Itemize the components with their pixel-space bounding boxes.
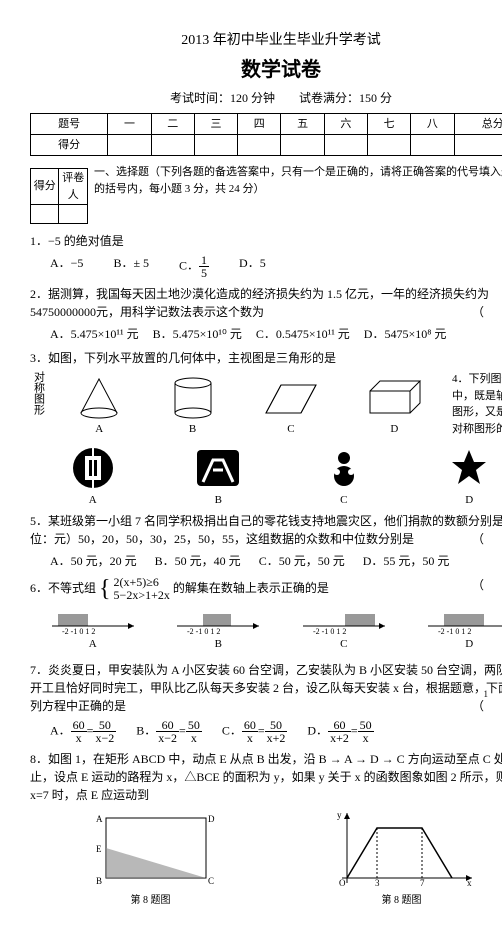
- q8-graphs: A D E B C 第 8 题图 O 3 7 x y 第 8 题图: [30, 808, 502, 908]
- numline-b: -2 -1 0 1 2 B: [173, 606, 263, 653]
- score-h3: 三: [194, 114, 237, 135]
- score-table: 题号 一 二 三 四 五 六 七 八 总分 得分: [30, 113, 502, 156]
- svg-text:3: 3: [375, 878, 380, 888]
- q5-d: D．55 元，50 元: [363, 552, 450, 570]
- svg-text:A: A: [96, 814, 103, 824]
- section1-instr: 一、选择题（下列各题的备选答案中，只有一个是正确的，请将正确答案的代号填入题后的…: [94, 164, 502, 197]
- numline-d: -2 -1 0 1 2 D: [424, 606, 502, 653]
- svg-text:-2 -1 0 1 2: -2 -1 0 1 2: [62, 627, 95, 634]
- title-year: 2013 年初中毕业生毕业升学考试: [30, 30, 502, 51]
- q3-shapes: A B C D: [53, 375, 447, 438]
- svg-text:O: O: [339, 878, 346, 888]
- q4-stem: 4．下列图形中，既是轴对称图形，又是中心对称图形的是: [452, 371, 502, 437]
- q1-c: C．15: [179, 254, 209, 279]
- q7-a: A．60x=50x−2: [50, 719, 116, 744]
- q6-stem: 6．不等式组 { 2(x+5)≥6 5−2x>1+2x 的解集在数轴上表示正确的…: [30, 576, 502, 602]
- q5-c: C．50 元，50 元: [259, 552, 345, 570]
- score-h4: 四: [238, 114, 281, 135]
- q2-opts: A．5.475×10¹¹ 元 B．5.475×10¹⁰ 元 C．0.5475×1…: [50, 325, 502, 343]
- q2-a: A．5.475×10¹¹ 元: [50, 325, 139, 343]
- shape-cone: A: [74, 375, 124, 438]
- logo-b: B: [193, 446, 243, 509]
- svg-text:y: y: [337, 810, 342, 820]
- score-h2: 二: [151, 114, 194, 135]
- svg-text:E: E: [96, 844, 102, 854]
- mini-table: 得分评卷人: [30, 168, 88, 224]
- logo-d: D: [444, 446, 494, 509]
- page-number: 1: [484, 688, 489, 702]
- mini-c1: 得分: [31, 169, 59, 205]
- q7-opts: A．60x=50x−2 B．60x−2=50x C．60x=50x+2 D．60…: [50, 719, 502, 744]
- q1-stem: 1．−5 的绝对值是: [30, 232, 502, 250]
- q5-stem: 5．某班级第一小组 7 名同学积极捐出自己的零花钱支持地震灾区，他们捐款的数额分…: [30, 512, 502, 548]
- score-r0: 得分: [31, 135, 108, 156]
- title-main: 数学试卷: [30, 55, 502, 85]
- q7-b: B．60x−2=50x: [136, 719, 202, 744]
- q2-c: C．0.5475×10¹¹ 元: [256, 325, 350, 343]
- score-h5: 五: [281, 114, 324, 135]
- score-h6: 六: [324, 114, 367, 135]
- q8-fig2: O 3 7 x y 第 8 题图: [327, 808, 477, 908]
- q2-b: B．5.475×10¹⁰ 元: [153, 325, 242, 343]
- score-h8: 八: [411, 114, 454, 135]
- q5-opts: A．50 元，20 元 B．50 元，40 元 C．50 元，50 元 D．55…: [50, 552, 502, 570]
- q7-stem: 7．炎炎夏日，甲安装队为 A 小区安装 60 台空调，乙安装队为 B 小区安装 …: [30, 661, 502, 715]
- score-h9: 总分: [454, 114, 502, 135]
- svg-text:x: x: [467, 878, 472, 888]
- score-h1: 一: [108, 114, 151, 135]
- q8-fig1: A D E B C 第 8 题图: [86, 808, 216, 908]
- shape-cylinder: B: [168, 375, 218, 438]
- svg-text:C: C: [208, 876, 214, 886]
- logo-a: A: [68, 446, 118, 509]
- subtitle: 考试时间：120 分钟 试卷满分：150 分: [30, 89, 502, 107]
- q1-a: A．−5: [50, 254, 83, 279]
- svg-text:7: 7: [420, 878, 425, 888]
- shape-cuboid: D: [364, 375, 424, 438]
- svg-text:D: D: [208, 814, 215, 824]
- logo-c: C: [319, 446, 369, 509]
- q8-stem: 8．如图 1，在矩形 ABCD 中，动点 E 从点 B 出发，沿 B → A →…: [30, 750, 502, 804]
- svg-text:-2 -1 0 1 2: -2 -1 0 1 2: [438, 627, 471, 634]
- numline-c: -2 -1 0 1 2 C: [299, 606, 389, 653]
- numline-a: -2 -1 0 1 2 A: [48, 606, 138, 653]
- q2-stem: 2．据测算，我国每天因土地沙漠化造成的经济损失约为 1.5 亿元，一年的经济损失…: [30, 285, 502, 321]
- q6-numlines: -2 -1 0 1 2 A -2 -1 0 1 2 B -2 -1 0 1 2 …: [30, 606, 502, 653]
- svg-text:-2 -1 0 1 2: -2 -1 0 1 2: [313, 627, 346, 634]
- q3-stem: 3．如图，下列水平放置的几何体中，主视图是三角形的是: [30, 349, 502, 367]
- score-h0: 题号: [31, 114, 108, 135]
- q7-d: D．60x+2=50x: [307, 719, 373, 744]
- q2-d: D．5475×10⁸ 元: [364, 325, 447, 343]
- q5-a: A．50 元，20 元: [50, 552, 137, 570]
- q4-logos: A B C D: [30, 446, 502, 509]
- q1-opts: A．−5 B．± 5 C．15 D．5: [50, 254, 502, 279]
- q7-c: C．60x=50x+2: [222, 719, 288, 744]
- score-h7: 七: [368, 114, 411, 135]
- mini-c2: 评卷人: [59, 169, 88, 205]
- q5-b: B．50 元，40 元: [155, 552, 241, 570]
- q1-b: B．± 5: [113, 254, 149, 279]
- q3-side-a: 对称图形: [30, 371, 47, 415]
- svg-text:B: B: [96, 876, 102, 886]
- svg-text:-2 -1 0 1 2: -2 -1 0 1 2: [187, 627, 220, 634]
- shape-prism: C: [261, 375, 321, 438]
- q1-d: D．5: [239, 254, 266, 279]
